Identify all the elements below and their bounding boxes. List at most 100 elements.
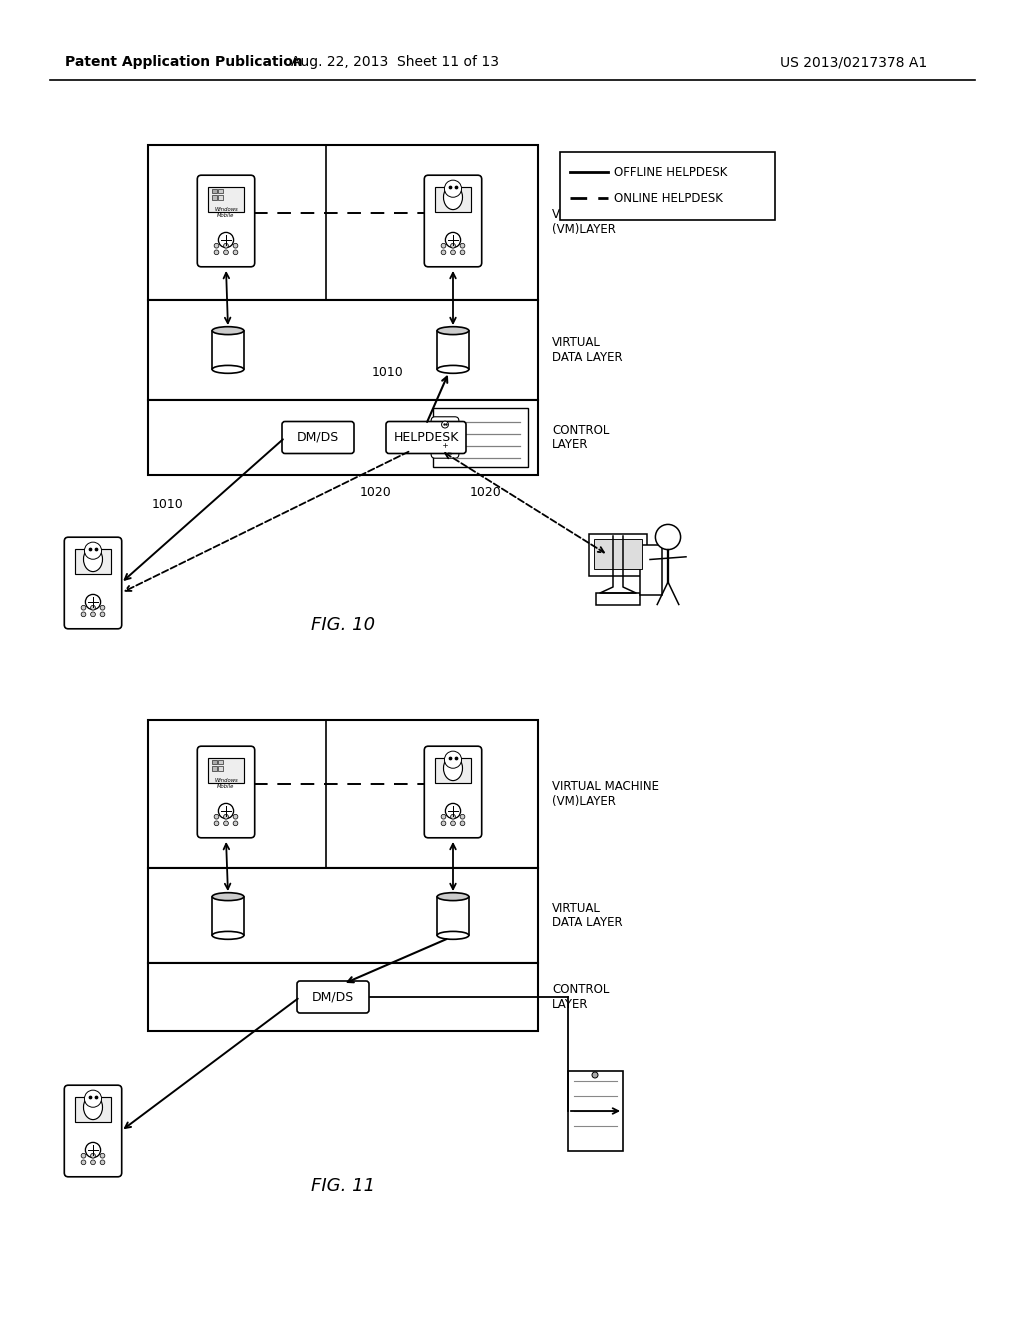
Bar <box>212 896 244 936</box>
Circle shape <box>214 821 219 826</box>
Circle shape <box>444 180 462 197</box>
Circle shape <box>445 804 461 818</box>
Circle shape <box>85 594 100 610</box>
Circle shape <box>214 249 219 255</box>
Circle shape <box>81 1160 86 1164</box>
Circle shape <box>460 814 465 820</box>
Bar <box>218 189 223 194</box>
Circle shape <box>460 249 465 255</box>
Circle shape <box>447 449 450 451</box>
Circle shape <box>592 1072 598 1078</box>
Bar <box>567 1071 623 1151</box>
Circle shape <box>218 232 233 248</box>
Bar <box>212 189 217 194</box>
Circle shape <box>81 1154 86 1158</box>
Bar <box>437 330 469 370</box>
Text: 1020: 1020 <box>360 486 392 499</box>
Ellipse shape <box>437 366 469 374</box>
Bar <box>218 766 223 771</box>
Bar <box>148 300 538 400</box>
Bar <box>75 549 111 574</box>
Text: VIRTUAL MACHINE
(VM)LAYER: VIRTUAL MACHINE (VM)LAYER <box>552 780 659 808</box>
Circle shape <box>442 442 449 449</box>
Ellipse shape <box>212 932 244 940</box>
Circle shape <box>223 249 228 255</box>
Text: Patent Application Publication: Patent Application Publication <box>65 55 303 69</box>
Circle shape <box>223 821 228 826</box>
Text: OFFLINE HELPDESK: OFFLINE HELPDESK <box>614 165 727 178</box>
Bar <box>596 593 640 605</box>
Circle shape <box>444 751 462 768</box>
Text: ONLINE HELPDESK: ONLINE HELPDESK <box>614 191 723 205</box>
Circle shape <box>441 421 449 428</box>
Circle shape <box>447 446 450 449</box>
Circle shape <box>441 243 445 248</box>
Text: Windows
Mobile: Windows Mobile <box>214 777 238 788</box>
Text: Windows
Mobile: Windows Mobile <box>214 207 238 218</box>
Text: FIG. 10: FIG. 10 <box>311 616 375 634</box>
Bar <box>437 896 469 936</box>
Circle shape <box>233 814 238 820</box>
Bar <box>212 195 217 199</box>
FancyBboxPatch shape <box>65 1085 122 1177</box>
Circle shape <box>233 821 238 826</box>
Circle shape <box>100 606 104 610</box>
FancyBboxPatch shape <box>282 421 354 454</box>
FancyBboxPatch shape <box>386 421 466 454</box>
Bar <box>148 719 538 869</box>
Circle shape <box>655 524 681 549</box>
FancyBboxPatch shape <box>424 176 481 267</box>
Circle shape <box>100 612 104 616</box>
Circle shape <box>444 446 445 449</box>
Circle shape <box>91 1160 95 1164</box>
Circle shape <box>100 1154 104 1158</box>
Bar <box>75 1097 111 1122</box>
FancyBboxPatch shape <box>198 746 255 838</box>
Bar <box>208 187 244 213</box>
Text: FIG. 11: FIG. 11 <box>311 1177 375 1195</box>
Ellipse shape <box>212 892 244 900</box>
FancyBboxPatch shape <box>198 176 255 267</box>
Circle shape <box>233 243 238 248</box>
Circle shape <box>218 804 233 818</box>
Text: VIRTUAL
DATA LAYER: VIRTUAL DATA LAYER <box>552 902 623 929</box>
Bar <box>594 539 642 569</box>
Bar <box>148 964 538 1031</box>
Bar <box>589 535 647 576</box>
Circle shape <box>451 821 456 826</box>
Circle shape <box>223 243 228 248</box>
Ellipse shape <box>84 1094 102 1119</box>
Text: HELPDESK: HELPDESK <box>393 432 459 444</box>
Text: 1010: 1010 <box>153 499 184 511</box>
Text: 1010: 1010 <box>478 436 510 447</box>
Circle shape <box>223 814 228 820</box>
Circle shape <box>84 543 101 560</box>
Text: US 2013/0217378 A1: US 2013/0217378 A1 <box>780 55 928 69</box>
Ellipse shape <box>212 326 244 334</box>
FancyBboxPatch shape <box>431 417 459 458</box>
Ellipse shape <box>441 422 449 433</box>
Bar <box>640 545 662 595</box>
Circle shape <box>91 1154 95 1158</box>
Circle shape <box>440 446 442 449</box>
Ellipse shape <box>443 756 463 780</box>
Bar <box>148 400 538 475</box>
Ellipse shape <box>212 366 244 374</box>
Circle shape <box>91 606 95 610</box>
Bar <box>438 424 453 434</box>
Ellipse shape <box>84 546 102 572</box>
Bar <box>212 760 217 764</box>
Circle shape <box>445 232 461 248</box>
Text: 1020: 1020 <box>470 486 502 499</box>
Circle shape <box>451 814 456 820</box>
Text: VIRTUAL
DATA LAYER: VIRTUAL DATA LAYER <box>552 337 623 364</box>
Circle shape <box>444 449 445 451</box>
Text: DM/DS: DM/DS <box>297 432 339 444</box>
Circle shape <box>85 1142 100 1158</box>
Circle shape <box>441 814 445 820</box>
Ellipse shape <box>437 932 469 940</box>
Ellipse shape <box>437 892 469 900</box>
Circle shape <box>84 1090 101 1107</box>
FancyBboxPatch shape <box>297 981 369 1012</box>
Bar <box>433 408 528 467</box>
